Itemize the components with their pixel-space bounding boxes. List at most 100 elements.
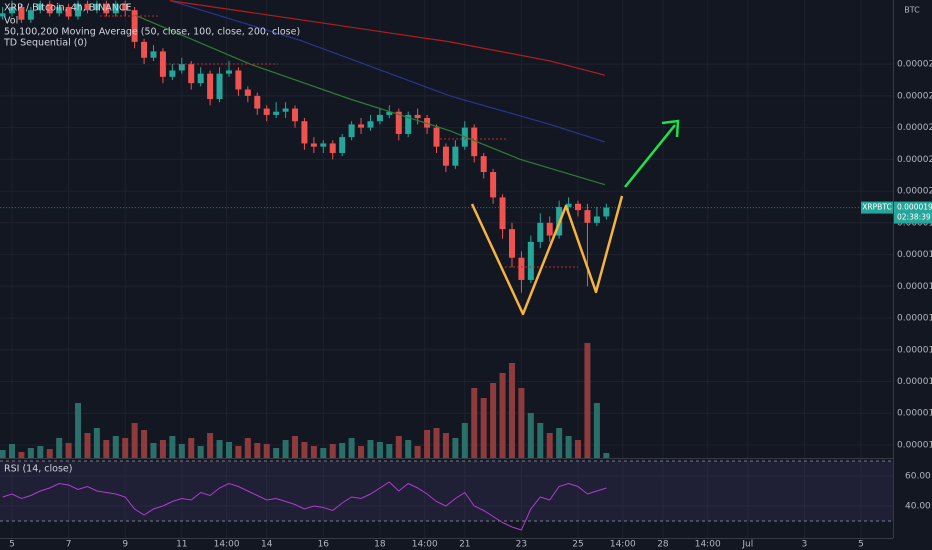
volume-bar bbox=[188, 438, 195, 458]
x-tick-label: 18 bbox=[374, 540, 386, 550]
rsi-tick-label: 40.00 bbox=[905, 502, 931, 512]
arrow-head bbox=[661, 119, 680, 138]
volume-bar bbox=[225, 442, 232, 458]
last-price-label: 0.00001948 bbox=[897, 203, 932, 212]
candle-body bbox=[141, 41, 148, 58]
candle-body bbox=[442, 146, 449, 166]
volume-bar bbox=[546, 433, 553, 458]
y-tick-label: 0.00001200 bbox=[897, 440, 932, 450]
volume-bar bbox=[452, 438, 459, 458]
volume-bar bbox=[556, 428, 563, 458]
candle-body bbox=[131, 10, 138, 42]
volume-bar bbox=[197, 446, 204, 458]
volume-bar bbox=[131, 423, 138, 458]
y-tick-label: 0.00002000 bbox=[897, 187, 932, 197]
volume-bar bbox=[56, 438, 63, 458]
arrow-shaft bbox=[624, 124, 676, 188]
volume-bar bbox=[584, 343, 591, 458]
volume-bar bbox=[367, 440, 374, 458]
candle-body bbox=[65, 6, 72, 17]
x-tick-label: 16 bbox=[318, 540, 330, 550]
x-tick-label: 7 bbox=[66, 540, 72, 550]
volume-bar bbox=[508, 363, 515, 458]
volume-bar bbox=[395, 436, 402, 458]
volume-bar bbox=[471, 388, 478, 458]
symbol-label: XRPBTC bbox=[862, 203, 891, 212]
volume-bar bbox=[8, 444, 15, 458]
y-tick-label: 0.00001600 bbox=[897, 314, 932, 324]
candle-body bbox=[348, 124, 355, 138]
chart-title: XRP / Bitcoin, 4h, BINANCE bbox=[4, 3, 131, 14]
volume-bar bbox=[122, 438, 129, 458]
x-tick-label: 23 bbox=[516, 540, 527, 550]
volume-bar bbox=[159, 440, 166, 458]
volume-bar bbox=[537, 423, 544, 458]
volume-bar bbox=[254, 443, 261, 458]
volume-bar bbox=[499, 373, 506, 458]
candle-body bbox=[103, 3, 110, 14]
candle-body bbox=[452, 146, 459, 166]
volume-bar bbox=[292, 436, 299, 458]
candle-body bbox=[518, 257, 525, 280]
volume-bar bbox=[575, 440, 582, 458]
candle-body bbox=[386, 111, 393, 115]
volume-bar bbox=[518, 388, 525, 458]
y-tick-label: 0.00001300 bbox=[897, 409, 932, 419]
last-price-tag bbox=[894, 201, 932, 224]
volume-bar bbox=[282, 440, 289, 458]
volume-bar bbox=[37, 446, 44, 458]
volume-bar bbox=[18, 452, 25, 458]
candle-body bbox=[310, 143, 317, 147]
x-tick-label: 3 bbox=[802, 540, 808, 550]
candle-body bbox=[93, 3, 100, 11]
candle-body bbox=[593, 216, 600, 223]
volume-bar bbox=[442, 433, 449, 458]
candle-body bbox=[56, 6, 63, 14]
candle-body bbox=[320, 143, 327, 147]
candle-body bbox=[235, 70, 242, 90]
moving-average-line bbox=[169, 0, 606, 143]
volume-bar bbox=[244, 438, 251, 458]
candle-body bbox=[339, 137, 346, 153]
y-tick-label: 0.00001500 bbox=[897, 345, 932, 355]
candle-body bbox=[565, 203, 572, 207]
candle-body bbox=[329, 143, 336, 153]
candle-body bbox=[263, 108, 270, 115]
volume-bar bbox=[480, 398, 487, 458]
candle-body bbox=[508, 229, 515, 258]
candle-body bbox=[150, 51, 157, 58]
moving-average-line bbox=[134, 14, 606, 186]
x-tick-label: 14:00 bbox=[695, 540, 721, 550]
x-tick-label: 11 bbox=[176, 540, 187, 550]
volume-bar bbox=[178, 444, 185, 458]
candle-body bbox=[159, 51, 166, 77]
x-tick-label: Jul bbox=[741, 540, 753, 550]
marks bbox=[0, 0, 893, 531]
volume-bar bbox=[386, 444, 393, 458]
volume-bar bbox=[141, 430, 148, 458]
y-tick-label: 0.00001800 bbox=[897, 250, 932, 260]
candle-body bbox=[244, 89, 251, 96]
candle-body bbox=[292, 108, 299, 122]
moving-average-line bbox=[169, 0, 606, 76]
candle-body bbox=[424, 118, 431, 128]
y-tick-label: 0.00001700 bbox=[897, 282, 932, 292]
volume-bar bbox=[235, 446, 242, 458]
rsi-band-fill bbox=[0, 461, 893, 521]
candle-body bbox=[433, 127, 440, 147]
x-tick-label: 9 bbox=[122, 540, 128, 550]
candle-body bbox=[273, 111, 280, 115]
candle-body bbox=[254, 95, 261, 109]
volume-bar bbox=[424, 430, 431, 458]
y-tick-label: 0.00001400 bbox=[897, 377, 932, 387]
volume-bar bbox=[565, 436, 572, 458]
candle-body bbox=[414, 114, 421, 119]
volume-bar bbox=[490, 383, 497, 458]
volume-bar bbox=[207, 433, 214, 458]
candle-body bbox=[178, 64, 185, 71]
candle-body bbox=[169, 70, 176, 77]
candle-body bbox=[207, 73, 214, 100]
axes: 5 7 9 11 14:00 14 16 18 14:00 21 23 25 14:00 28 14:00 J… bbox=[9, 60, 932, 550]
volume-bar bbox=[27, 448, 34, 458]
volume-bar bbox=[103, 440, 110, 458]
